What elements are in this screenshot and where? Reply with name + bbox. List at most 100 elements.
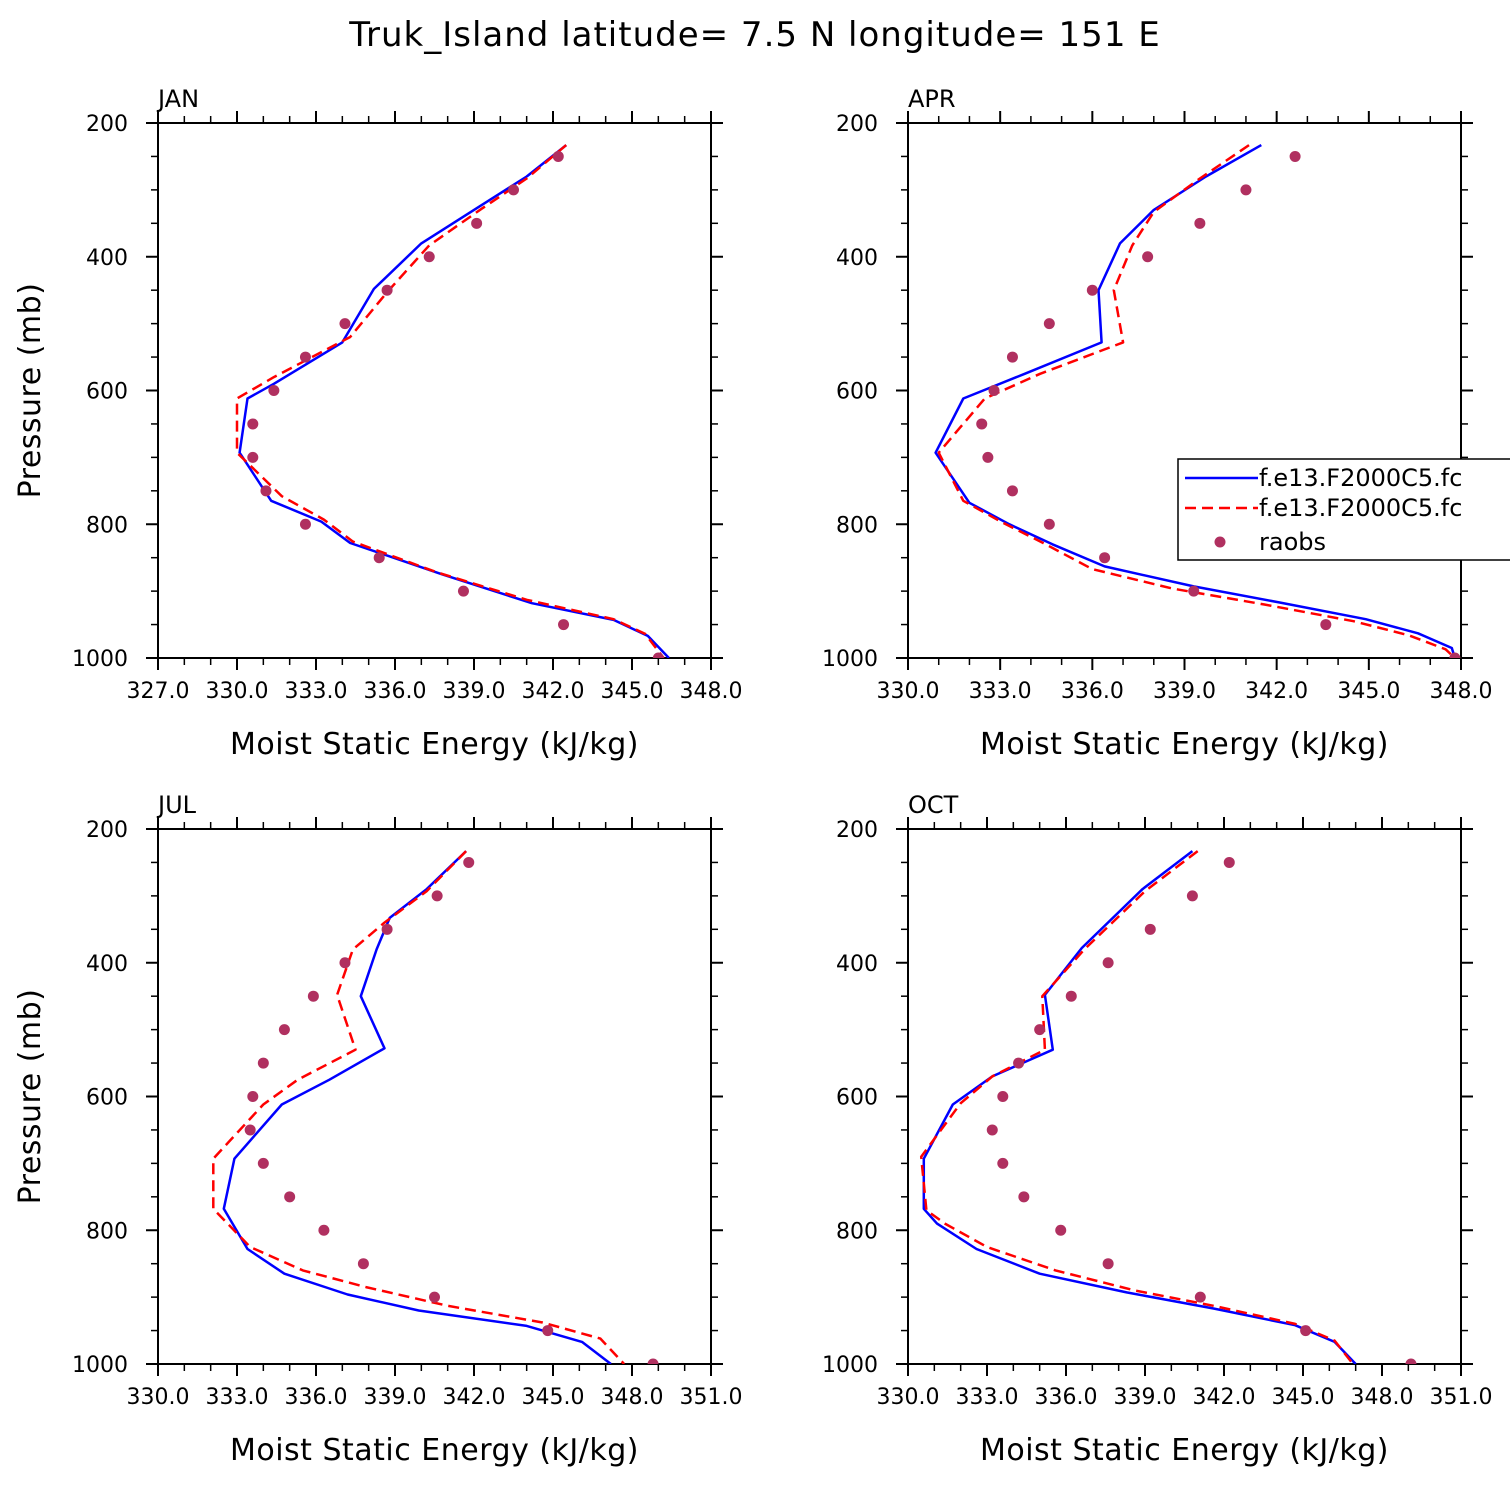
x-tick-label: 336.0 <box>1061 679 1124 704</box>
legend-label: f.e13.F2000C5.fc <box>1259 464 1462 492</box>
x-tick-label: 336.0 <box>285 1385 348 1410</box>
raobs-point <box>1300 1325 1312 1337</box>
y-tick-label: 200 <box>836 112 878 137</box>
raobs-point <box>257 1057 269 1069</box>
y-tick-label: 800 <box>86 1219 128 1244</box>
panel-data <box>934 144 1461 658</box>
raobs-point <box>1405 1358 1417 1364</box>
y-tick-label: 600 <box>836 1086 878 1111</box>
raobs-point <box>339 957 351 969</box>
x-tick-label: 333.0 <box>956 1385 1019 1410</box>
raobs-point <box>339 318 351 330</box>
y-tick-label: 200 <box>836 818 878 843</box>
raobs-point <box>997 1091 1009 1102</box>
x-tick-label: 342.0 <box>1193 1385 1256 1410</box>
raobs-point <box>1086 284 1098 296</box>
x-tick-label: 348.0 <box>1430 679 1493 704</box>
y-tick-label: 1000 <box>72 647 128 672</box>
raobs-point <box>1006 351 1018 363</box>
raobs-point <box>1018 1191 1030 1203</box>
y-tick-label: 400 <box>86 952 128 977</box>
x-tick-label: 345.0 <box>1272 1385 1335 1410</box>
x-tick-label: 330.0 <box>127 1385 190 1410</box>
x-tick-label: 330.0 <box>877 1385 940 1410</box>
x-axis-label: Moist Static Energy (kJ/kg) <box>980 1433 1389 1468</box>
raobs-point <box>988 385 1000 396</box>
raobs-point <box>284 1191 296 1203</box>
raobs-point <box>431 890 443 902</box>
series-line-model-2 <box>235 144 665 658</box>
raobs-point <box>1034 1024 1046 1036</box>
raobs-point <box>508 184 519 196</box>
raobs-point <box>373 552 385 564</box>
y-tick-label: 400 <box>86 246 128 271</box>
x-tick-label: 339.0 <box>1153 679 1216 704</box>
panel-label: APR <box>908 85 956 113</box>
x-axis-label: Moist Static Energy (kJ/kg) <box>230 727 639 762</box>
raobs-point <box>1102 1258 1114 1270</box>
raobs-point <box>357 1258 369 1270</box>
raobs-point <box>1194 1291 1206 1303</box>
raobs-point <box>381 284 393 296</box>
legend-marker-raobs <box>1214 536 1226 548</box>
raobs-point <box>457 585 469 597</box>
raobs-point <box>1013 1057 1025 1069</box>
raobs-point <box>1142 251 1154 263</box>
raobs-point <box>1289 150 1301 162</box>
x-tick-label: 351.0 <box>1430 1385 1493 1410</box>
figure-title: Truk_Island latitude= 7.5 N longitude= 1… <box>348 15 1161 55</box>
raobs-point <box>463 856 475 868</box>
raobs-point <box>1043 318 1055 330</box>
y-tick-label: 400 <box>836 952 878 977</box>
raobs-point <box>997 1157 1009 1169</box>
raobs-point <box>1194 217 1206 229</box>
raobs-point <box>976 418 988 430</box>
x-tick-label: 348.0 <box>680 679 743 704</box>
x-tick-label: 342.0 <box>1245 679 1308 704</box>
x-tick-label: 339.0 <box>1114 1385 1177 1410</box>
panel-label: JAN <box>156 85 199 113</box>
x-tick-label: 351.0 <box>680 1385 743 1410</box>
raobs-point <box>1099 552 1111 564</box>
raobs-point <box>652 652 664 658</box>
raobs-point <box>299 351 311 363</box>
series-line-model-1 <box>934 144 1457 658</box>
raobs-point <box>381 923 393 935</box>
raobs-point <box>1188 585 1200 597</box>
series-line-model-2 <box>919 850 1354 1364</box>
raobs-point <box>552 150 564 162</box>
y-tick-label: 600 <box>86 1086 128 1111</box>
panel-data <box>235 144 670 658</box>
raobs-point <box>1043 518 1055 530</box>
raobs-point <box>1065 990 1077 1002</box>
raobs-point <box>558 619 570 631</box>
y-tick-label: 800 <box>836 1219 878 1244</box>
x-tick-label: 345.0 <box>601 679 664 704</box>
panels: JAN 327.0 330.0 333.0 336.0 339.0 342.0 345.0 34… <box>13 85 1510 1468</box>
x-tick-label: 339.0 <box>443 679 506 704</box>
y-tick-label: 800 <box>86 513 128 538</box>
raobs-point <box>1449 652 1461 658</box>
x-tick-label: 333.0 <box>206 1385 269 1410</box>
y-tick-label: 1000 <box>72 1353 128 1378</box>
raobs-point <box>1186 890 1198 902</box>
y-tick-label: 600 <box>836 380 878 405</box>
panel-jan: JAN 327.0 330.0 333.0 336.0 339.0 342.0 345.0 34… <box>13 85 742 762</box>
series-line-model-1 <box>222 850 612 1364</box>
x-tick-label: 330.0 <box>877 679 940 704</box>
raobs-point <box>247 451 259 463</box>
raobs-point <box>260 485 272 497</box>
x-tick-label: 345.0 <box>1337 679 1400 704</box>
y-tick-label: 800 <box>836 513 878 538</box>
raobs-point <box>244 1124 256 1136</box>
raobs-point <box>986 1124 998 1136</box>
series-line-model-2 <box>212 850 626 1364</box>
raobs-point <box>423 251 435 263</box>
raobs-point <box>647 1358 659 1364</box>
raobs-point <box>1102 957 1114 969</box>
raobs-point <box>1320 619 1332 631</box>
x-tick-label: 339.0 <box>364 1385 427 1410</box>
raobs-point <box>257 1157 269 1169</box>
series-line-model-1 <box>238 144 670 658</box>
